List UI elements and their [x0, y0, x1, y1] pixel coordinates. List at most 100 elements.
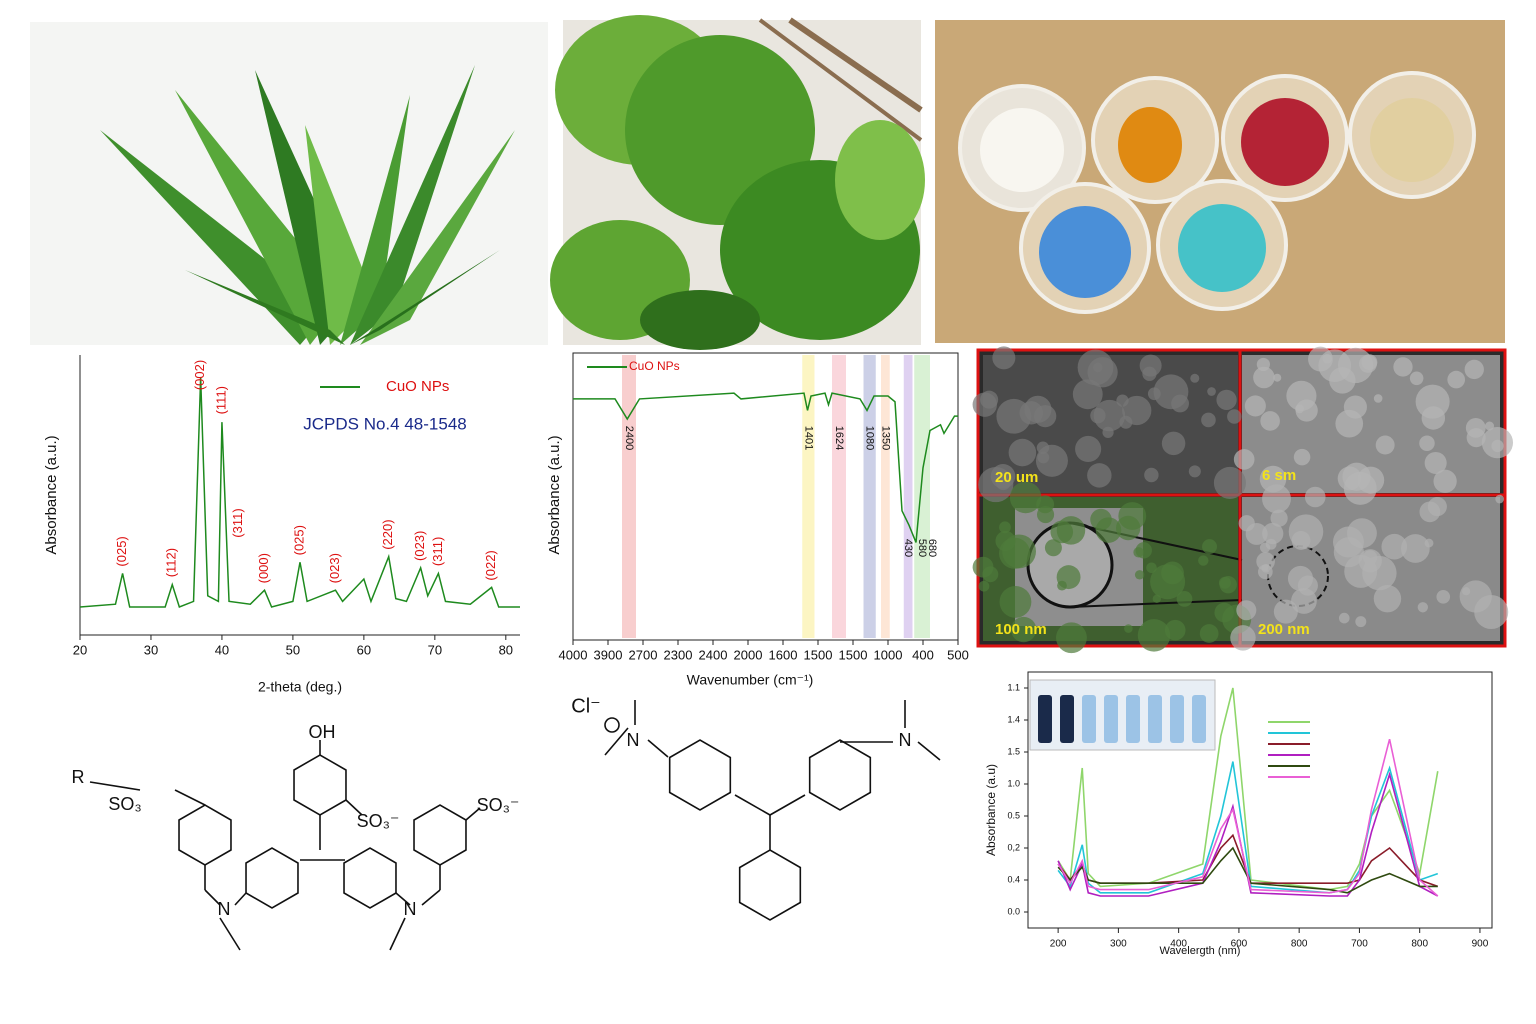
sem-particle — [1144, 467, 1159, 483]
band-label: 580 — [916, 539, 928, 557]
ring — [343, 847, 397, 909]
band-label: 1401 — [802, 426, 814, 450]
peak-label: (025) — [291, 525, 306, 555]
band — [881, 355, 890, 638]
sem-particle — [1333, 537, 1364, 568]
sem-particle — [1288, 514, 1324, 549]
vial — [1060, 695, 1074, 743]
bond — [389, 917, 406, 951]
sem-particle — [1230, 625, 1256, 651]
atom-label: SO₃⁻ — [477, 795, 520, 815]
sem-particle — [978, 580, 990, 592]
sem-particle — [1417, 602, 1428, 613]
scale-bar-label: 200 nm — [1258, 621, 1310, 638]
sem-particle — [1287, 565, 1314, 591]
sem-particle — [1044, 539, 1062, 557]
sem-particle — [972, 556, 994, 578]
sem-particle — [1236, 600, 1257, 621]
x-tick-label: 800 — [1411, 939, 1428, 950]
y-axis-label: Absorbance (a.u.) — [43, 435, 60, 554]
x-tick-label: 2700 — [629, 647, 658, 662]
scale-bar-label: 6 sm — [1262, 467, 1296, 484]
bond — [465, 807, 481, 821]
sem-particle — [1057, 580, 1067, 591]
atom-label: SO₃⁻ — [357, 811, 400, 831]
bond — [917, 741, 941, 761]
sem-particle — [1087, 463, 1112, 488]
sem-particle — [1087, 357, 1118, 388]
x-tick-label: 800 — [1291, 939, 1308, 950]
sem-particle — [1037, 506, 1055, 524]
sem-particle — [1201, 412, 1216, 428]
sem-particle — [1466, 428, 1486, 448]
sem-particle — [1337, 466, 1362, 491]
atom-label: N — [627, 730, 640, 750]
scale-bar-label: 20 um — [995, 469, 1038, 486]
sem-particle — [1355, 616, 1367, 628]
sem-particle — [1137, 619, 1171, 652]
atom-label: OH — [309, 722, 336, 742]
vial — [1192, 695, 1206, 743]
x-tick-label: 40 — [215, 642, 229, 657]
sem-particle — [1233, 449, 1255, 470]
scale-bar-label: 100 nm — [995, 621, 1047, 638]
ring — [808, 739, 872, 811]
chart: 200 300 400 600 800 700 800 900 0.0 0.4 0,2 0.5 1.0 1… — [984, 671, 1493, 957]
sem-particle — [1024, 395, 1052, 423]
leaf-photo — [550, 15, 925, 350]
sem-particle — [1495, 494, 1504, 504]
band-label: 1350 — [879, 426, 891, 450]
sem-particle — [1401, 534, 1430, 563]
vial — [1038, 695, 1052, 743]
sem-particle — [1188, 465, 1201, 478]
sem-particle — [1424, 451, 1447, 475]
sem-particle — [1373, 584, 1402, 613]
x-tick-label: 1500 — [804, 647, 833, 662]
atom-label: Cl⁻ — [571, 695, 600, 717]
sem-particle — [999, 585, 1032, 618]
sem-particle — [1199, 624, 1219, 643]
x-tick-label: 60 — [357, 642, 371, 657]
sem-particle — [992, 346, 1016, 370]
ring — [668, 739, 732, 811]
sem-particle — [995, 530, 1016, 552]
x-tick-label: 30 — [144, 642, 158, 657]
sem-particle — [1124, 624, 1133, 633]
sem-particle — [1427, 497, 1447, 517]
bond — [421, 889, 441, 906]
y-axis-label: Absorbance (a.u.) — [546, 435, 563, 554]
ring — [738, 849, 802, 921]
structures: OH R SO₃ SO₃⁻ SO₃⁻ N N Cl⁻ N N — [72, 695, 941, 951]
sem-particle — [1409, 371, 1424, 386]
peak-label: (111) — [213, 386, 228, 414]
sem-particle — [1338, 612, 1350, 624]
x-tick-label: 3900 — [594, 647, 623, 662]
x-tick-label: 20 — [73, 642, 87, 657]
x-tick-label: 80 — [499, 642, 513, 657]
sem-particle — [995, 475, 1011, 491]
peak-label: (025) — [114, 536, 129, 566]
sem-particle — [1008, 438, 1037, 467]
peak-label: (311) — [430, 537, 445, 566]
sem-particle — [1459, 580, 1492, 613]
y-tick-label: 0.5 — [1007, 810, 1020, 820]
x-tick-label: 700 — [1351, 939, 1368, 950]
peak-label: (000) — [256, 553, 271, 583]
series-line — [1057, 771, 1439, 897]
sem-particle — [1419, 435, 1435, 451]
x-axis-label: Wavenumber (cm⁻¹) — [687, 672, 814, 688]
legend-label: CuO NPs — [386, 378, 449, 395]
series-line — [1057, 739, 1439, 897]
sem-particle — [1216, 389, 1237, 410]
x-axis-label: Wavelergth (nm) — [1160, 945, 1241, 957]
x-tick-label: 50 — [286, 642, 300, 657]
bond — [769, 794, 806, 816]
y-axis-label: Absorbance (a.u) — [984, 764, 998, 856]
x-tick-label: 2400 — [699, 647, 728, 662]
bond — [345, 799, 363, 816]
sem-particle — [1464, 359, 1484, 380]
sem-particle — [1009, 481, 1042, 514]
y-tick-label: 1.0 — [1007, 778, 1020, 788]
sem-particle — [1198, 555, 1209, 566]
band-label: 680 — [926, 539, 938, 557]
